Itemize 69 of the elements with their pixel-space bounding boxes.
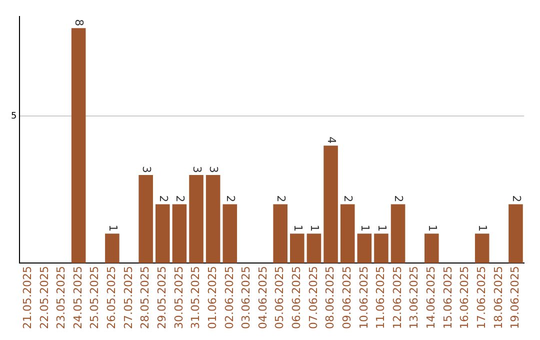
x-tick-label: 07.06.2025 bbox=[306, 266, 320, 330]
bar bbox=[290, 234, 304, 264]
bar bbox=[424, 234, 439, 264]
bar bbox=[324, 146, 338, 264]
data-label: 2 bbox=[392, 195, 406, 202]
data-label: 1 bbox=[476, 224, 490, 232]
bar bbox=[357, 234, 372, 264]
bar bbox=[172, 204, 187, 264]
data-label: 1 bbox=[426, 224, 439, 232]
bar bbox=[340, 204, 355, 264]
x-tick-label: 13.06.2025 bbox=[408, 266, 421, 330]
bar bbox=[474, 234, 490, 264]
x-tick-label: 11.06.2025 bbox=[374, 266, 388, 330]
bar bbox=[306, 234, 322, 264]
data-label: 2 bbox=[274, 195, 288, 202]
data-label: 2 bbox=[156, 195, 170, 202]
x-tick-label: 31.05.2025 bbox=[189, 266, 202, 330]
x-tick-label: 21.05.2025 bbox=[20, 266, 34, 330]
x-tick-label: 16.06.2025 bbox=[458, 266, 472, 330]
bar bbox=[71, 28, 86, 264]
x-tick-label: 08.06.2025 bbox=[324, 266, 337, 330]
x-tick-label: 06.06.2025 bbox=[290, 266, 304, 330]
bar bbox=[105, 234, 120, 264]
x-tick-label: 03.06.2025 bbox=[240, 266, 253, 330]
x-tick-label: 05.06.2025 bbox=[273, 266, 286, 330]
data-label: 1 bbox=[358, 224, 372, 232]
bar bbox=[374, 234, 388, 264]
data-label: 1 bbox=[291, 224, 304, 232]
x-tick-label: 17.06.2025 bbox=[474, 266, 488, 330]
x-tick-label: 27.05.2025 bbox=[122, 266, 135, 330]
data-label: 1 bbox=[308, 224, 322, 232]
bar bbox=[189, 174, 204, 264]
data-label: 4 bbox=[324, 136, 338, 144]
data-label: 2 bbox=[224, 195, 238, 202]
x-tick-label: 18.06.2025 bbox=[492, 266, 505, 330]
x-tick-label: 24.05.2025 bbox=[71, 266, 84, 330]
bar bbox=[206, 174, 220, 264]
data-label: 2 bbox=[510, 195, 523, 202]
x-tick-label: 29.05.2025 bbox=[156, 266, 169, 330]
data-label: 1 bbox=[106, 224, 120, 232]
y-tick-label: 5 bbox=[10, 112, 17, 122]
bar bbox=[508, 204, 523, 264]
data-label: 2 bbox=[342, 195, 355, 202]
data-label: 8 bbox=[72, 19, 86, 26]
bar bbox=[390, 204, 406, 264]
data-label: 1 bbox=[375, 224, 388, 232]
x-tick-label: 04.06.2025 bbox=[256, 266, 270, 330]
bar bbox=[273, 204, 288, 264]
data-label: 3 bbox=[207, 166, 220, 173]
data-label: 2 bbox=[174, 195, 187, 202]
x-tick-label: 10.06.2025 bbox=[357, 266, 370, 330]
x-tick-label: 09.06.2025 bbox=[340, 266, 354, 330]
bar bbox=[138, 174, 153, 264]
x-tick-label: 26.05.2025 bbox=[105, 266, 118, 330]
x-tick-label: 19.06.2025 bbox=[508, 266, 522, 330]
x-tick-label: 22.05.2025 bbox=[38, 266, 51, 330]
data-label: 3 bbox=[190, 166, 204, 173]
x-tick-label: 12.06.2025 bbox=[390, 266, 404, 330]
x-tick-label: 01.06.2025 bbox=[206, 266, 219, 330]
x-tick-label: 30.05.2025 bbox=[172, 266, 186, 330]
bar bbox=[156, 204, 170, 264]
x-tick-label: 02.06.2025 bbox=[222, 266, 236, 330]
x-tick-label: 15.06.2025 bbox=[441, 266, 454, 330]
x-tick-label: 14.06.2025 bbox=[424, 266, 438, 330]
x-tick-label: 28.05.2025 bbox=[138, 266, 152, 330]
x-tick-label: 25.05.2025 bbox=[88, 266, 102, 330]
x-tick-label: 23.05.2025 bbox=[54, 266, 68, 330]
bar bbox=[222, 204, 238, 264]
data-label: 3 bbox=[140, 166, 153, 173]
